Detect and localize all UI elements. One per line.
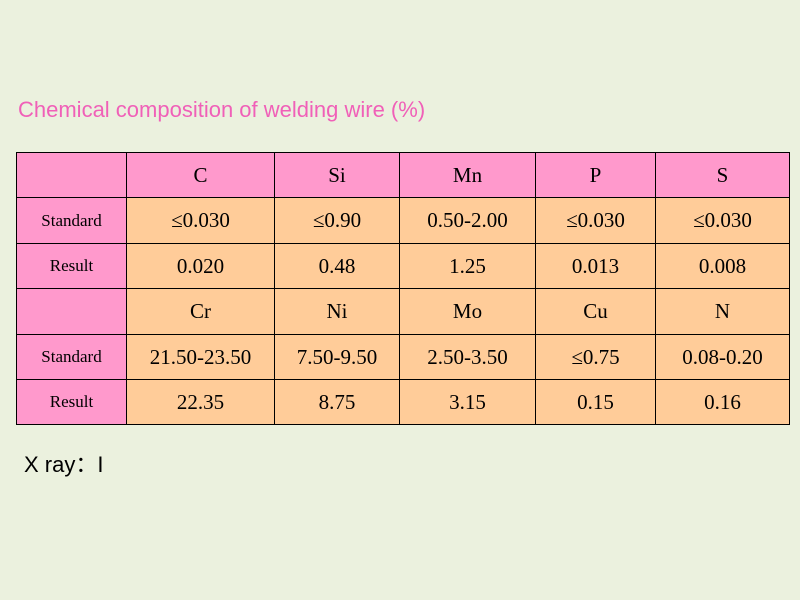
element-header: Ni: [274, 288, 400, 335]
composition-table: C Si Mn P S Standard ≤0.030 ≤0.90 0.50-2.00 ≤0.03…: [16, 152, 790, 425]
value-cell: ≤0.030: [535, 197, 656, 244]
value-cell: 0.08-0.20: [655, 334, 790, 380]
corner-cell: [16, 152, 127, 198]
value-cell: 3.15: [399, 379, 536, 425]
element-header: C: [126, 152, 275, 198]
value-cell: 0.008: [655, 243, 790, 289]
value-cell: 2.50-3.50: [399, 334, 536, 380]
element-header: S: [655, 152, 790, 198]
value-cell: 0.15: [535, 379, 656, 425]
row-label: Result: [16, 379, 127, 425]
value-cell: 7.50-9.50: [274, 334, 400, 380]
element-header: P: [535, 152, 656, 198]
value-cell: 21.50-23.50: [126, 334, 275, 380]
title: Chemical composition of welding wire (%): [18, 97, 426, 122]
value-cell: ≤0.030: [126, 197, 275, 244]
value-cell: 0.16: [655, 379, 790, 425]
row-label: Result: [16, 243, 127, 289]
value-cell: 8.75: [274, 379, 400, 425]
value-cell: 0.48: [274, 243, 400, 289]
element-header: Mn: [399, 152, 536, 198]
row-label: Standard: [16, 334, 127, 380]
value-cell: ≤0.90: [274, 197, 400, 244]
value-cell: ≤0.75: [535, 334, 656, 380]
value-cell: 22.35: [126, 379, 275, 425]
element-header: N: [655, 288, 790, 335]
element-header: Cr: [126, 288, 275, 335]
value-cell: 1.25: [399, 243, 536, 289]
value-cell: 0.50-2.00: [399, 197, 536, 244]
value-cell: ≤0.030: [655, 197, 790, 244]
corner-cell: [16, 288, 127, 335]
value-cell: 0.020: [126, 243, 275, 289]
element-header: Cu: [535, 288, 656, 335]
note: X ray：I: [24, 452, 104, 477]
value-cell: 0.013: [535, 243, 656, 289]
row-label: Standard: [16, 197, 127, 244]
element-header: Si: [274, 152, 400, 198]
element-header: Mo: [399, 288, 536, 335]
